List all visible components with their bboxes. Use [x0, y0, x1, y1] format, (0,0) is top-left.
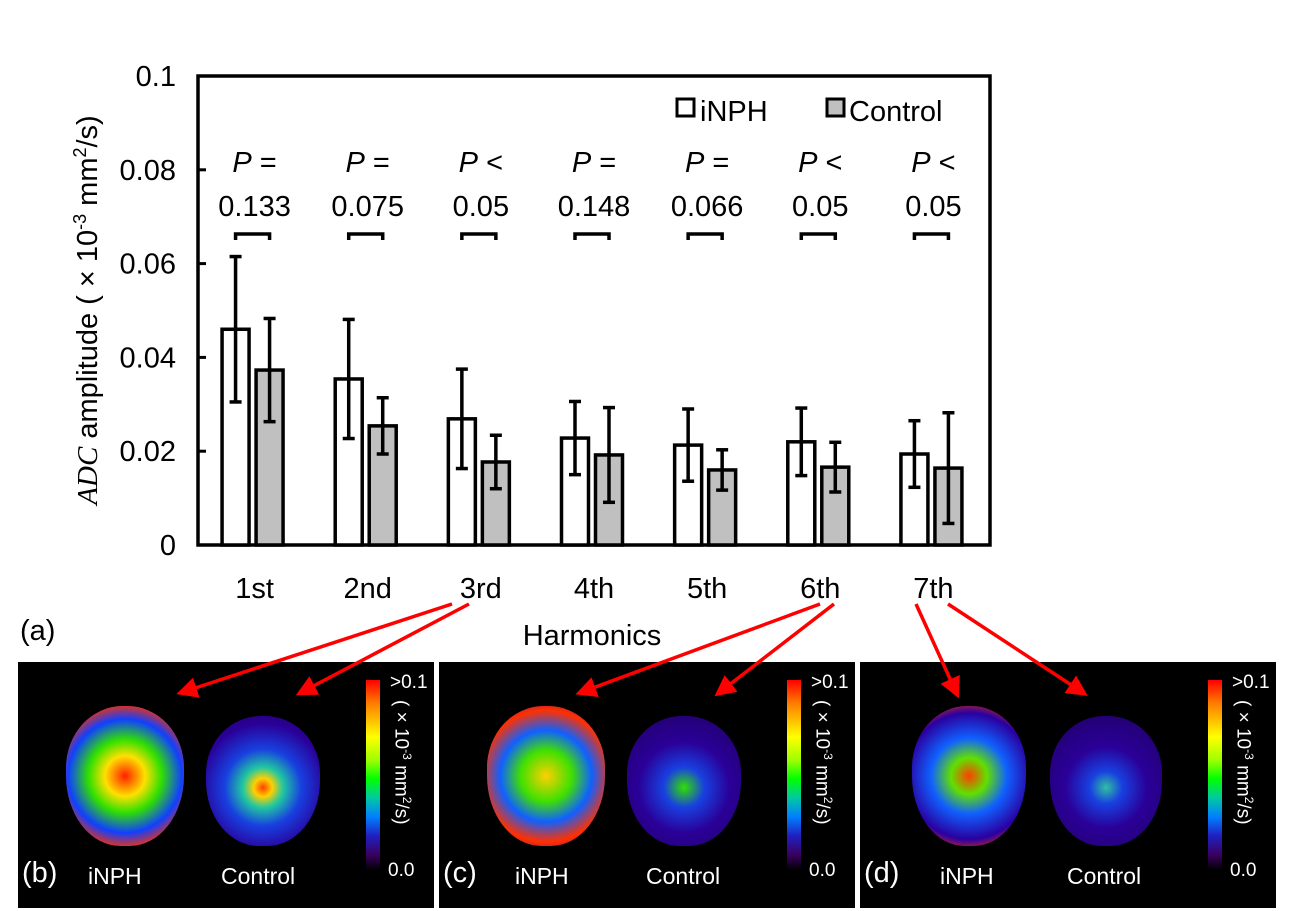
brain-map-control: [206, 716, 320, 846]
significance-bracket: [799, 232, 838, 240]
panel-b: (b) iNPH Control >0.1 0.0 ( × 10-3 mm2/s…: [18, 662, 434, 908]
panel-d-right-label: Control: [1067, 863, 1142, 889]
brain-map-control: [1050, 716, 1162, 846]
panel-c-left-label: iNPH: [515, 863, 569, 889]
colorbar-min-label: 0.0: [809, 860, 836, 881]
p-value-number: 0.066: [671, 191, 744, 223]
p-value-label: P =: [346, 147, 390, 179]
legend-label-control: Control: [849, 96, 943, 128]
p-symbol: P: [798, 147, 818, 179]
significance-bracket: [346, 232, 385, 240]
p-symbol: P: [346, 147, 366, 179]
y-axis-label-italic: ADC: [72, 446, 104, 507]
p-value-label: P =: [572, 147, 616, 179]
p-value-number: 0.148: [558, 191, 631, 223]
legend: iNPH Control: [675, 96, 943, 128]
x-tick-label: 6th: [800, 573, 840, 605]
p-operator: <: [478, 147, 503, 179]
x-tick-label: 7th: [913, 573, 953, 605]
y-axis-label-exp: -3: [70, 214, 90, 230]
p-value-label: P <: [798, 147, 842, 179]
panel-d-left-label: iNPH: [940, 863, 994, 889]
panel-d-label: (d): [864, 857, 900, 889]
y-tick-label: 0.04: [120, 342, 176, 374]
colorbar-max-label: >0.1: [811, 672, 849, 693]
p-value-label: P <: [459, 147, 503, 179]
p-symbol: P: [572, 147, 592, 179]
p-value-number: 0.133: [218, 191, 291, 223]
p-value-number: 0.05: [453, 191, 509, 223]
significance-bracket: [233, 232, 272, 240]
panel-b-left-label: iNPH: [88, 863, 142, 889]
x-tick-label: 5th: [687, 573, 727, 605]
colorbar-max-label: >0.1: [1232, 672, 1270, 693]
brain-map-inph: [66, 706, 184, 846]
x-tick-label: 1st: [235, 573, 274, 605]
legend-swatch-inph: [675, 97, 696, 118]
p-operator: <: [931, 147, 956, 179]
p-operator: =: [591, 147, 616, 179]
panel-c: (c) iNPH Control >0.1 0.0 ( × 10-3 mm2/s…: [439, 662, 855, 908]
p-operator: =: [704, 147, 729, 179]
y-axis-label-exp2: 2: [70, 147, 90, 157]
p-value-number: 0.075: [331, 191, 404, 223]
colorbar-unit-label: ( × 10-3 mm2/s): [1232, 700, 1256, 825]
p-value-label: P =: [685, 147, 729, 179]
p-operator: =: [252, 147, 277, 179]
y-tick-label: 0.02: [120, 436, 176, 468]
p-symbol: P: [911, 147, 931, 179]
y-tick-label: 0.08: [120, 155, 176, 187]
colorbar-max-label: >0.1: [390, 672, 428, 693]
panel-d: (d) iNPH Control >0.1 0.0 ( × 10-3 mm2/s…: [860, 662, 1276, 908]
y-tick-label: 0.06: [120, 249, 176, 281]
y-tick-label: 0: [160, 530, 176, 562]
panel-c-right-label: Control: [646, 863, 721, 889]
p-symbol: P: [685, 147, 705, 179]
panel-a-label: (a): [20, 615, 55, 647]
significance-bracket: [912, 232, 951, 240]
y-axis-label-end: /s): [72, 115, 104, 147]
p-value-number: 0.05: [792, 191, 848, 223]
panel-c-label: (c): [443, 857, 477, 889]
legend-swatch-control: [825, 97, 846, 118]
x-tick-label: 3rd: [460, 573, 502, 605]
x-tick-label: 2nd: [344, 573, 392, 605]
p-symbol: P: [232, 147, 252, 179]
p-operator: <: [817, 147, 842, 179]
panel-b-label: (b): [22, 857, 58, 889]
significance-bracket: [573, 232, 611, 240]
y-axis-label-unit: mm: [72, 158, 104, 214]
p-operator: =: [365, 147, 390, 179]
brain-map-inph: [912, 706, 1026, 846]
p-symbol: P: [459, 147, 479, 179]
axes: 0 0.02 0.04 0.06 0.08 0.1 1st 2nd 3rd 4th 5th 6th 7t…: [120, 61, 992, 605]
p-value-label: P <: [911, 147, 955, 179]
colorbar-min-label: 0.0: [1230, 860, 1257, 881]
colorbar-min-label: 0.0: [388, 860, 415, 881]
significance-bracket: [686, 232, 724, 240]
brain-map-control: [627, 716, 741, 846]
y-axis-label: ADC amplitude ( × 10-3 mm2/s): [70, 115, 104, 506]
y-tick-label: 0.1: [136, 61, 176, 93]
colorbar-unit-label: ( × 10-3 mm2/s): [390, 700, 414, 825]
bars: [220, 254, 964, 547]
colorbar: [1208, 680, 1222, 870]
colorbar-unit-label: ( × 10-3 mm2/s): [811, 700, 835, 825]
x-tick-label: 4th: [574, 573, 614, 605]
x-axis-label: Harmonics: [523, 620, 662, 652]
colorbar: [366, 680, 380, 870]
colorbar: [787, 680, 801, 870]
y-axis-label-rest: amplitude ( × 10: [72, 230, 104, 447]
significance-bracket: [460, 232, 498, 240]
legend-label-inph: iNPH: [700, 96, 768, 128]
panel-b-right-label: Control: [221, 863, 296, 889]
p-value-label: P =: [232, 147, 276, 179]
p-value-number: 0.05: [905, 191, 961, 223]
brain-map-inph: [487, 706, 605, 846]
